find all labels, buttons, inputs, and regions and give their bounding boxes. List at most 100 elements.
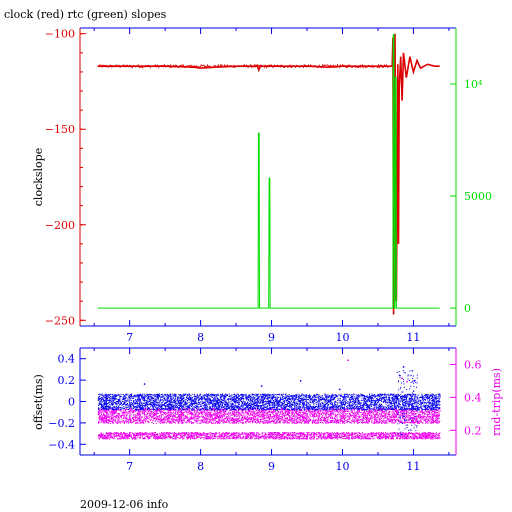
rnd-trip-point bbox=[226, 416, 227, 417]
rnd-trip-point bbox=[105, 435, 106, 436]
rnd-trip-point bbox=[183, 422, 184, 423]
rnd-trip-point bbox=[98, 419, 99, 420]
rnd-trip-point bbox=[193, 417, 194, 418]
rnd-trip-point bbox=[293, 416, 294, 417]
rnd-trip-point bbox=[346, 411, 347, 412]
rnd-trip-point bbox=[401, 436, 402, 437]
rnd-trip-point bbox=[127, 419, 128, 420]
rnd-trip-point bbox=[168, 419, 169, 420]
rnd-trip-point bbox=[282, 409, 283, 410]
y-tick-label: 0 bbox=[68, 396, 75, 409]
rnd-trip-point bbox=[266, 434, 267, 435]
rnd-trip-point bbox=[347, 419, 348, 420]
rnd-trip-point bbox=[381, 437, 382, 438]
rnd-trip-point bbox=[109, 411, 110, 412]
rnd-trip-point bbox=[380, 434, 381, 435]
rnd-trip-point bbox=[270, 416, 271, 417]
rnd-trip-point bbox=[112, 433, 113, 434]
rnd-trip-point bbox=[405, 415, 406, 416]
rnd-trip-point bbox=[119, 419, 120, 420]
rnd-trip-point bbox=[234, 436, 235, 437]
rnd-trip-point bbox=[419, 434, 420, 435]
rnd-trip-point bbox=[387, 436, 388, 437]
rnd-trip-point bbox=[160, 418, 161, 419]
rnd-trip-point bbox=[414, 435, 415, 436]
rnd-trip-point bbox=[164, 438, 165, 439]
rnd-trip-point bbox=[317, 438, 318, 439]
rnd-trip-point bbox=[274, 434, 275, 435]
rnd-trip-point bbox=[114, 436, 115, 437]
rnd-trip-point bbox=[226, 438, 227, 439]
rnd-trip-point bbox=[372, 435, 373, 436]
rnd-trip-point bbox=[177, 413, 178, 414]
rnd-trip-point bbox=[251, 434, 252, 435]
rnd-trip-point bbox=[165, 435, 166, 436]
rnd-trip-point bbox=[431, 436, 432, 437]
rnd-trip-point bbox=[369, 434, 370, 435]
rnd-trip-point bbox=[440, 410, 441, 411]
rnd-trip-point bbox=[415, 422, 416, 423]
y-axis-label: clockslope bbox=[32, 148, 45, 206]
rnd-trip-point bbox=[280, 422, 281, 423]
rnd-trip-point bbox=[352, 435, 353, 436]
rnd-trip-point bbox=[179, 438, 180, 439]
rnd-trip-point bbox=[320, 434, 321, 435]
rnd-trip-point bbox=[179, 414, 180, 415]
rnd-trip-point bbox=[122, 437, 123, 438]
rnd-trip-point bbox=[280, 437, 281, 438]
rnd-trip-point bbox=[344, 415, 345, 416]
rnd-trip-point bbox=[162, 434, 163, 435]
rnd-trip-point bbox=[339, 436, 340, 437]
rnd-trip-point bbox=[434, 433, 435, 434]
rnd-trip-point bbox=[291, 436, 292, 437]
rnd-trip-point bbox=[166, 435, 167, 436]
rnd-trip-point bbox=[289, 438, 290, 439]
rnd-trip-point bbox=[396, 432, 397, 433]
rnd-trip-point bbox=[316, 422, 317, 423]
rnd-trip-point bbox=[271, 437, 272, 438]
rnd-trip-point bbox=[288, 432, 289, 433]
rnd-trip-point bbox=[234, 422, 235, 423]
rnd-trip-point bbox=[372, 414, 373, 415]
rnd-trip-point bbox=[243, 415, 244, 416]
rnd-trip-point bbox=[326, 421, 327, 422]
rnd-trip-point bbox=[307, 437, 308, 438]
y-tick-label: −200 bbox=[45, 219, 75, 232]
rnd-trip-point bbox=[273, 416, 274, 417]
rnd-trip-point bbox=[295, 416, 296, 417]
rnd-trip-point bbox=[99, 422, 100, 423]
rnd-trip-point bbox=[210, 435, 211, 436]
rnd-trip-point bbox=[127, 418, 128, 419]
rnd-trip-point bbox=[416, 437, 417, 438]
rnd-trip-point bbox=[410, 433, 411, 434]
rnd-trip-point bbox=[345, 438, 346, 439]
rnd-trip-point bbox=[156, 434, 157, 435]
rnd-trip-point bbox=[368, 437, 369, 438]
rnd-trip-point bbox=[337, 435, 338, 436]
rnd-trip-point bbox=[300, 435, 301, 436]
rnd-trip-point bbox=[199, 436, 200, 437]
rnd-trip-point bbox=[164, 422, 165, 423]
rnd-trip-point bbox=[422, 439, 423, 440]
rnd-trip-point bbox=[286, 437, 287, 438]
rnd-trip-point bbox=[102, 416, 103, 417]
rnd-trip-point bbox=[325, 433, 326, 434]
rnd-trip-point bbox=[344, 435, 345, 436]
rnd-trip-point bbox=[247, 433, 248, 434]
rnd-trip-point bbox=[349, 417, 350, 418]
rnd-trip-point bbox=[254, 434, 255, 435]
rnd-trip-point bbox=[108, 437, 109, 438]
rnd-trip-point bbox=[147, 418, 148, 419]
rnd-trip-point bbox=[214, 438, 215, 439]
rnd-trip-point bbox=[137, 415, 138, 416]
rnd-trip-point bbox=[253, 436, 254, 437]
rnd-trip-point bbox=[255, 438, 256, 439]
rnd-trip-point bbox=[258, 435, 259, 436]
rnd-trip-point bbox=[128, 423, 129, 424]
rnd-trip-point bbox=[247, 435, 248, 436]
rnd-trip-point bbox=[188, 412, 189, 413]
rnd-trip-point bbox=[153, 437, 154, 438]
rnd-trip-point bbox=[269, 416, 270, 417]
rnd-trip-point bbox=[343, 434, 344, 435]
rnd-trip-point bbox=[184, 421, 185, 422]
